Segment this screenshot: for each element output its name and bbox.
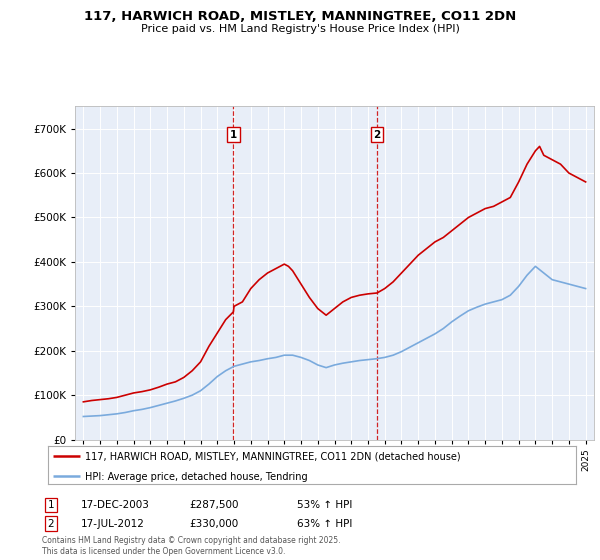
- Text: 117, HARWICH ROAD, MISTLEY, MANNINGTREE, CO11 2DN (detached house): 117, HARWICH ROAD, MISTLEY, MANNINGTREE,…: [85, 451, 461, 461]
- Text: 2: 2: [373, 130, 380, 140]
- Text: 1: 1: [230, 130, 237, 140]
- Text: 117, HARWICH ROAD, MISTLEY, MANNINGTREE, CO11 2DN: 117, HARWICH ROAD, MISTLEY, MANNINGTREE,…: [84, 10, 516, 22]
- Text: £330,000: £330,000: [189, 519, 238, 529]
- Text: 63% ↑ HPI: 63% ↑ HPI: [297, 519, 352, 529]
- Text: 2: 2: [47, 519, 55, 529]
- Text: £287,500: £287,500: [189, 500, 239, 510]
- Text: HPI: Average price, detached house, Tendring: HPI: Average price, detached house, Tend…: [85, 472, 308, 482]
- Text: 1: 1: [47, 500, 55, 510]
- Text: Contains HM Land Registry data © Crown copyright and database right 2025.
This d: Contains HM Land Registry data © Crown c…: [42, 536, 341, 556]
- Text: 53% ↑ HPI: 53% ↑ HPI: [297, 500, 352, 510]
- Text: 17-JUL-2012: 17-JUL-2012: [81, 519, 145, 529]
- Text: Price paid vs. HM Land Registry's House Price Index (HPI): Price paid vs. HM Land Registry's House …: [140, 24, 460, 34]
- Text: 17-DEC-2003: 17-DEC-2003: [81, 500, 150, 510]
